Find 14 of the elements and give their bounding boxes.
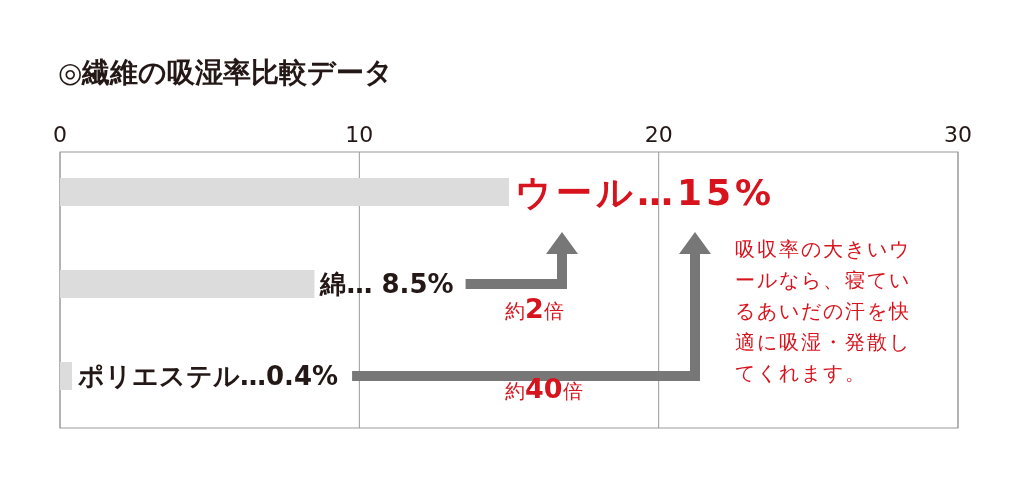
- annotation: 約2倍: [505, 293, 564, 324]
- bar: [60, 270, 315, 298]
- x-tick-label: 10: [345, 122, 374, 147]
- bar: [60, 362, 72, 390]
- data-label: ウール…15%: [515, 171, 776, 213]
- x-tick-label: 0: [53, 122, 67, 147]
- x-tick-label: 20: [644, 122, 673, 147]
- data-label: 綿… 8.5%: [319, 269, 454, 300]
- annotation: 約40倍: [505, 373, 583, 404]
- chart-title: ◎繊維の吸湿率比較データ: [58, 56, 394, 89]
- x-tick-label: 30: [944, 122, 972, 147]
- bar: [60, 178, 509, 206]
- annotation: 吸収率の大きいウールなら、寝ているあいだの汗を快適に吸湿・発散してくれます。: [735, 236, 912, 387]
- data-label: ポリエステル…0.4%: [76, 361, 339, 392]
